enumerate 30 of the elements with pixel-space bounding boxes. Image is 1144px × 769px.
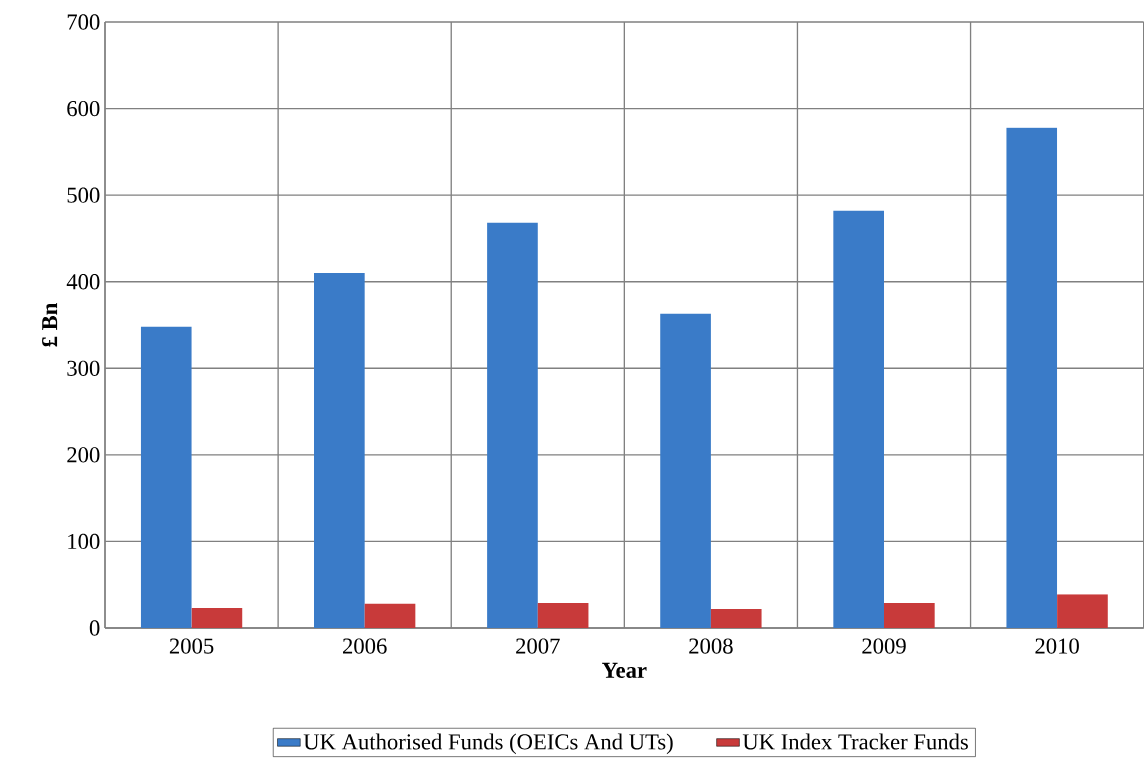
x-tick-label: 2010	[1035, 638, 1079, 654]
x-tick-label: 2007	[516, 638, 560, 654]
y-tick-label: 500	[67, 187, 100, 203]
y-tick-label: 700	[67, 14, 100, 30]
y-axis-title: £ Bn	[42, 303, 58, 347]
bar	[884, 602, 935, 628]
bar	[660, 313, 711, 628]
y-tick-label: 300	[67, 360, 100, 376]
bar	[140, 326, 192, 628]
bar	[191, 608, 243, 628]
y-tick-label: 200	[67, 447, 100, 463]
bar	[1057, 594, 1108, 628]
bar	[314, 273, 365, 628]
y-tick-label: 600	[67, 100, 100, 117]
y-tick-label: 400	[66, 274, 100, 290]
bar	[1006, 127, 1058, 628]
x-tick-label: 2009	[862, 638, 906, 654]
x-axis-title: Year	[602, 662, 647, 678]
bar	[487, 222, 538, 628]
legend-label: UK Index Tracker Funds	[742, 733, 968, 750]
bar	[537, 602, 589, 628]
bar	[710, 608, 762, 628]
bar	[364, 603, 416, 628]
x-tick-label: 2005	[169, 638, 214, 654]
x-tick-label: 2006	[343, 638, 387, 654]
y-tick-label: 100	[68, 533, 100, 550]
bar	[833, 210, 885, 628]
x-tick-label: 2008	[689, 638, 733, 654]
y-tick-label: 0	[89, 620, 100, 636]
legend-label: UK Authorised Funds (OEICs And UTs)	[303, 733, 673, 755]
